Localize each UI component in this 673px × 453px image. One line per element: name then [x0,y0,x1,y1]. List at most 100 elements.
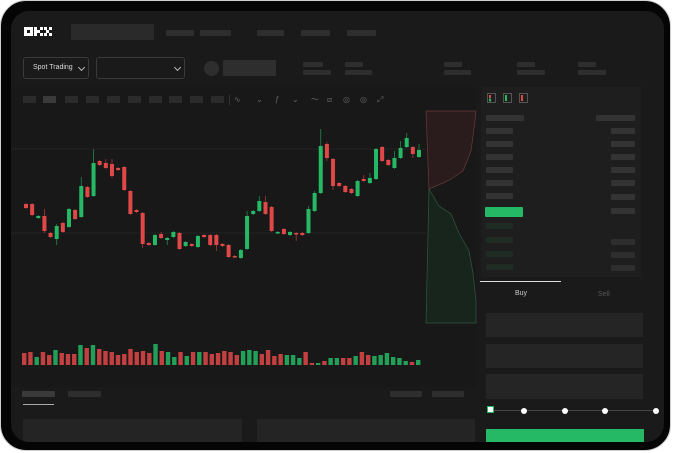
candle [103,159,108,169]
interval-button-active[interactable] [43,96,56,103]
candle [294,232,299,241]
candle-body [386,160,391,165]
nav-item[interactable] [347,30,376,36]
slider-step-100[interactable] [653,408,659,414]
filter-button[interactable] [390,391,422,397]
candle [214,234,219,251]
chart-type-icon[interactable]: ∿ [234,95,241,104]
volume-bar [240,351,246,365]
interval-button[interactable] [86,96,99,103]
nav-item[interactable] [166,30,194,36]
ask-price [486,193,513,199]
market-type-dropdown[interactable]: Spot Trading [23,57,89,79]
volume-bar [147,353,152,365]
interval-button[interactable] [211,96,224,103]
volume-bar [297,358,302,365]
interval-button[interactable] [190,96,203,103]
search-input[interactable] [71,24,154,40]
bid-amount [611,252,635,258]
interval-button[interactable] [65,96,78,103]
function-icon[interactable]: ƒ [275,95,280,104]
candle [189,243,194,247]
candle [42,209,47,233]
okx-logo[interactable] [24,26,52,38]
ruler-icon[interactable]: ⧄ [327,95,333,104]
candle-body [195,236,200,247]
nav-item[interactable] [200,30,231,36]
volume-bar [290,355,296,365]
settings-icon[interactable]: ◎ [360,95,367,104]
bid-price [486,251,513,257]
volume-bar [334,358,340,365]
interval-button[interactable] [107,96,120,103]
candle [238,249,243,259]
volume-bar [247,350,252,365]
slider-step-75[interactable] [602,408,608,414]
filter-button[interactable] [432,391,464,397]
volume-bar [65,354,71,365]
indicator-icon[interactable]: ⌄ [256,95,263,104]
candle-body [337,183,342,186]
depth-bids-area [425,187,477,324]
candle [220,243,225,247]
candle [257,196,262,212]
candle [306,206,311,234]
interval-button[interactable] [149,96,162,103]
nav-item[interactable] [301,30,330,36]
buy-button[interactable] [486,429,644,442]
candle-body [312,193,317,211]
price-input[interactable] [486,313,643,337]
candlestick-chart[interactable] [11,11,481,391]
volume-bar [78,345,83,365]
candle-body [318,146,323,193]
volume-bar [365,355,371,365]
interval-button[interactable] [169,96,182,103]
buy-tab[interactable]: Buy [515,290,528,297]
tab-order-history[interactable] [68,391,101,397]
candle [195,235,200,248]
pair-price [223,60,276,76]
volume-bar [359,352,365,365]
candle-body [159,234,164,238]
chevron-down-icon[interactable]: ⌄ [292,95,299,104]
interval-button[interactable] [128,96,141,103]
candle [134,209,139,213]
volume-bar [203,352,208,365]
candle-body [85,187,90,197]
volume-bar [416,360,421,365]
candle [60,222,65,233]
candle-body [374,149,379,179]
candle-body [398,148,403,158]
ask-price [486,167,513,173]
tab-open-orders[interactable] [22,391,55,397]
sell-tab[interactable]: Sell [598,291,610,298]
orders-panel [23,419,242,442]
amount-slider-track[interactable] [491,410,656,411]
volume-bar [134,352,139,365]
volume-bar [265,350,271,365]
amount-input[interactable] [486,344,643,368]
volume-bar [253,351,258,365]
slider-step-50[interactable] [562,408,568,414]
last-price [485,207,523,217]
volume-bar [322,361,327,365]
assets-panel [257,419,475,442]
interval-button[interactable] [23,96,36,103]
candle [116,167,121,171]
slider-step-25[interactable] [521,408,527,414]
total-input[interactable] [486,374,643,399]
volume-bar [153,344,158,365]
nav-item[interactable] [257,30,284,36]
volume-bar [328,358,333,365]
pair-selector-dropdown[interactable] [96,57,185,79]
fullscreen-icon[interactable]: ⤢ [377,95,384,104]
candle-body [245,216,250,249]
amount-slider-handle[interactable] [487,406,494,413]
candle-body [300,233,305,235]
order-book-view-toggles[interactable] [487,93,531,103]
candle-body [109,164,114,176]
ask-price [486,128,513,134]
line-tool-icon[interactable]: 〜 [311,95,319,104]
camera-icon[interactable]: ◎ [343,95,350,104]
candle [288,231,293,236]
